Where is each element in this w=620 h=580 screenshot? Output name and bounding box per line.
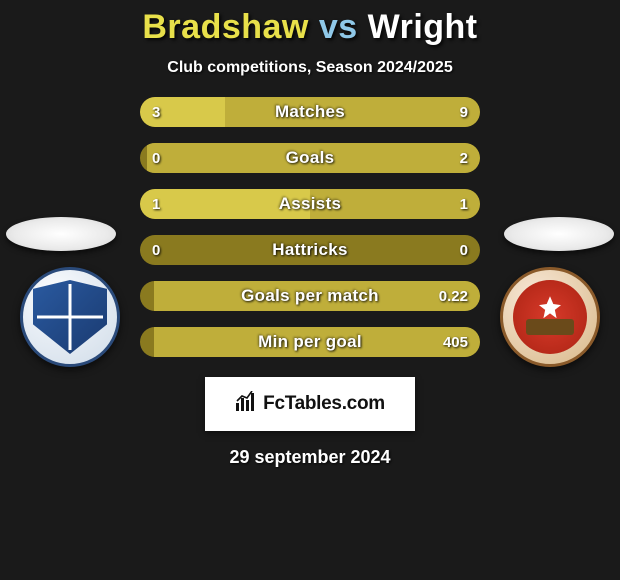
comparison-infographic: Bradshaw vs Wright Club competitions, Se… [0,0,620,580]
stat-value-left: 0 [152,143,160,173]
title-vs: vs [319,8,358,46]
stat-bar: Goals per match0.22 [140,281,480,311]
stat-bar: Matches3 9 [140,97,480,127]
player2-oval [504,217,614,251]
stat-value-left: 1 [152,189,160,219]
stat-bar: Goals0 2 [140,143,480,173]
stat-value-left: 3 [152,97,160,127]
stat-label: Min per goal [140,327,480,357]
player1-oval [6,217,116,251]
chart-area: Matches39Goals02Assists11Hattricks00Goal… [0,97,620,357]
stat-bar: Hattricks0 0 [140,235,480,265]
stat-value-right: 9 [460,97,468,127]
stat-value-right: 405 [443,327,468,357]
brand-footer: FcTables.com [205,377,415,431]
page-title: Bradshaw vs Wright [142,8,477,47]
title-player2: Wright [368,8,478,46]
club-crest-left [20,267,120,367]
stat-bars: Matches39Goals02Assists11Hattricks00Goal… [140,97,480,357]
stat-value-left: 0 [152,235,160,265]
page-subtitle: Club competitions, Season 2024/2025 [167,59,452,77]
stat-label: Assists [140,189,480,219]
stat-label: Goals [140,143,480,173]
stat-label: Matches [140,97,480,127]
badge-icon [513,280,587,354]
stat-value-right: 0 [460,235,468,265]
stat-label: Goals per match [140,281,480,311]
club-crest-right [500,267,600,367]
stat-value-right: 2 [460,143,468,173]
stat-bar: Assists1 1 [140,189,480,219]
title-player1: Bradshaw [142,8,309,46]
stat-bar: Min per goal405 [140,327,480,357]
brand-text: FcTables.com [263,393,385,415]
date-label: 29 september 2024 [229,447,390,468]
stat-value-right: 1 [460,189,468,219]
stat-value-right: 0.22 [439,281,468,311]
chart-icon [235,391,257,417]
shield-icon [33,280,107,354]
stat-label: Hattricks [140,235,480,265]
